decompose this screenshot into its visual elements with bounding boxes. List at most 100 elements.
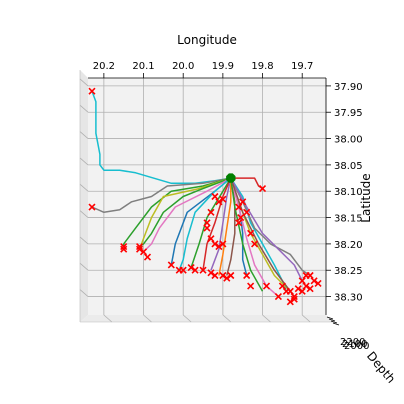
end-marker [274,293,282,301]
end-marker-stroke [167,261,175,269]
end-marker-stroke [219,195,227,203]
y-gridline-side [79,183,89,192]
end-marker-stroke [211,240,219,248]
x-gridline-floor [301,314,311,323]
end-marker [120,242,128,251]
end-marker-stroke [286,298,294,306]
end-marker-stroke [247,282,255,290]
end-marker-stroke [187,264,195,272]
end-marker [290,295,298,303]
z-tick-label: 2100 [342,339,367,350]
trajectory-line [210,177,232,271]
trajectory-line [139,177,232,248]
end-marker [139,248,148,256]
end-marker [120,245,128,253]
end-marker-stroke [286,287,294,295]
end-marker-stroke [88,203,96,211]
end-marker [219,271,227,280]
x-tick-label: 20.1 [132,61,154,72]
end-marker [136,245,144,253]
z-axis-label: Depth [364,349,398,386]
end-marker [223,274,231,282]
end-marker [235,219,243,227]
trajectory-line [202,177,232,271]
x-tick-label: 20.0 [172,61,194,72]
end-marker-stroke [298,277,306,285]
end-marker-stroke [314,279,322,287]
end-marker [136,242,144,251]
trajectory-line [230,177,295,298]
y-tick-label: 38.30 [334,293,363,304]
y-gridline-side [79,262,89,271]
end-marker-stroke [239,198,247,206]
end-marker [211,240,219,248]
end-marker-stroke [203,224,211,232]
end-marker [298,277,306,285]
end-marker-stroke [290,295,298,303]
end-marker [219,240,227,248]
trajectory-line [230,177,264,292]
end-marker [243,271,251,280]
y-tick-label: 38.00 [334,135,363,146]
end-marker [290,293,298,301]
end-marker [211,271,219,280]
end-marker [215,198,223,206]
end-marker [88,87,96,95]
pane-bottom [80,315,334,322]
end-marker-stroke [179,266,187,274]
y-gridline-side [79,78,89,87]
axes-layer: 20.2 20.1 20.0 19.9 19.8 19.7 37.90 37.95 38.00 3… [79,61,369,352]
end-marker-stroke [191,266,199,274]
y-tick-label: 37.95 [334,108,363,119]
end-marker [187,264,195,272]
end-marker [247,229,255,237]
end-marker-stroke [298,287,306,295]
end-marker-stroke [203,219,211,227]
end-marker [235,203,243,211]
end-marker [167,261,175,269]
end-marker [298,287,306,295]
end-marker-stroke [223,274,231,282]
end-marker-stroke [219,271,227,280]
end-marker [227,271,235,280]
end-marker [251,240,259,248]
x-gridline-floor [182,314,192,323]
y-tick-label: 38.10 [334,187,363,198]
end-marker-stroke [211,271,219,280]
end-marker-stroke [120,242,128,251]
end-marker [243,208,251,216]
end-marker [247,282,255,290]
x-tick-label: 20.2 [93,61,115,72]
y-gridline-side [79,289,89,297]
end-marker [306,271,314,280]
end-marker [215,242,223,251]
x-tick-label: 19.8 [251,61,273,72]
end-marker-stroke [251,240,259,248]
end-marker [179,266,187,274]
y-gridline-side [79,236,89,245]
end-marker [143,253,152,261]
end-marker-stroke [278,282,286,290]
end-marker [199,266,207,274]
x-tick-label: 19.7 [291,61,313,72]
end-marker [191,266,199,274]
end-marker-stroke [143,253,152,261]
y-tick-label: 38.20 [334,240,363,251]
end-marker-stroke [215,242,223,251]
z-tick [330,320,338,324]
end-marker [310,277,318,285]
end-marker-stroke [136,245,144,253]
end-marker [88,203,96,211]
end-marker [207,235,215,243]
end-marker-stroke [310,277,318,285]
end-marker [294,285,302,293]
end-marker [306,285,314,293]
chart-title: Longitude [177,33,237,47]
y-gridline-side [79,131,89,139]
end-marker-stroke [136,242,144,251]
trajectory-line [122,177,232,247]
end-marker [302,282,310,290]
pane-left [80,70,88,322]
end-marker-stroke [235,219,243,227]
